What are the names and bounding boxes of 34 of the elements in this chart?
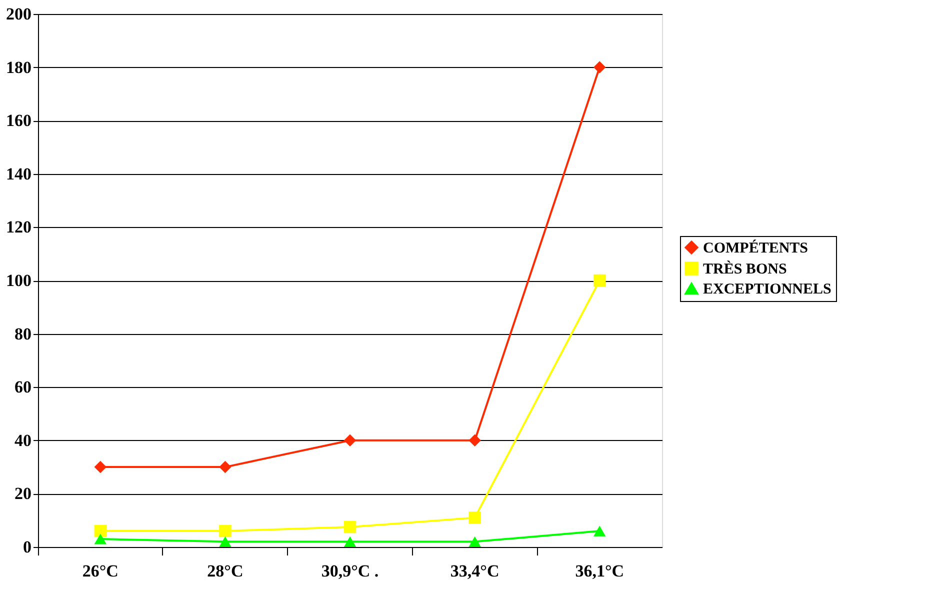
point	[468, 434, 481, 447]
point	[468, 512, 481, 524]
point	[94, 460, 107, 474]
point	[468, 536, 481, 547]
point	[344, 536, 356, 547]
point	[593, 526, 606, 536]
y-tick-label: 160	[6, 111, 32, 130]
legend-label: COMPÉTENTS	[703, 240, 808, 256]
x-tick-label: 33,4°C	[450, 562, 500, 580]
point	[94, 524, 107, 538]
legend-label: EXCEPTIONNELS	[703, 282, 832, 298]
point	[219, 524, 232, 538]
y-tick-label: 180	[6, 58, 32, 77]
point	[344, 434, 356, 447]
y-tick-label: 200	[6, 4, 32, 24]
y-tick-label: 80	[14, 324, 32, 344]
y-tick-label: 60	[14, 378, 32, 397]
y-tick-label: 20	[14, 484, 32, 504]
point	[219, 536, 232, 547]
y-tick-label: 140	[6, 164, 32, 184]
point	[344, 520, 356, 534]
point	[593, 61, 606, 74]
point	[593, 274, 606, 287]
x-tick-label: 28°C	[207, 562, 244, 580]
x-tick-label: 30,9°C .	[321, 562, 379, 580]
legend-label: TRÈS BONS	[703, 260, 787, 278]
point	[219, 460, 232, 474]
y-tick-label: 100	[6, 271, 32, 290]
x-tick-label: 26°C	[82, 562, 118, 580]
x-tick-label: 36,1°C	[575, 562, 624, 580]
y-tick-label: 0	[23, 538, 32, 556]
y-tick-label: 40	[14, 430, 32, 450]
point	[94, 534, 107, 544]
y-tick-label: 120	[6, 218, 32, 237]
